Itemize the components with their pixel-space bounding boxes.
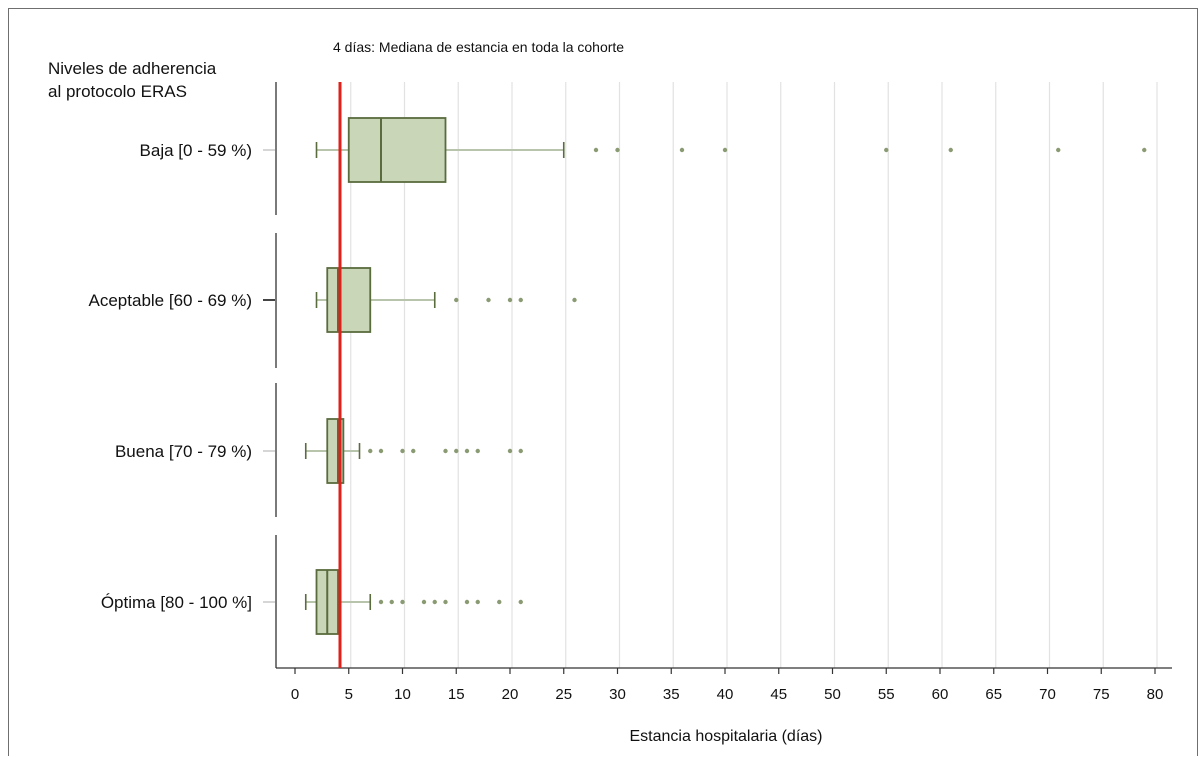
chart-frame — [8, 8, 1198, 756]
outlier-point — [1142, 147, 1147, 153]
outlier-point — [593, 147, 599, 153]
outlier-point — [400, 599, 405, 605]
x-tick-label: 75 — [1093, 686, 1110, 703]
x-tick-label: 45 — [770, 686, 787, 703]
x-tick-label: 20 — [502, 686, 519, 703]
outlier-point — [518, 448, 523, 454]
outlier-point — [486, 297, 491, 303]
x-tick-label: 25 — [555, 686, 572, 703]
outlier-point — [454, 448, 459, 454]
outlier-point — [464, 599, 470, 605]
outlier-point — [679, 147, 685, 153]
group-label: Aceptable [60 - 69 %) — [89, 291, 252, 310]
x-tick-label: 50 — [824, 686, 841, 703]
outlier-point — [884, 147, 889, 153]
axes — [263, 82, 1172, 674]
iqr-box — [326, 267, 372, 333]
outlier-point — [1056, 147, 1061, 153]
outlier-point — [411, 448, 416, 454]
labels: 4 días: Mediana de estancia en toda la c… — [48, 39, 1163, 745]
outlier-point — [378, 448, 384, 454]
x-tick-label: 30 — [609, 686, 626, 703]
outlier-point — [507, 448, 513, 454]
y-axis-title-line-2: al protocolo ERAS — [48, 82, 187, 101]
outlier-point — [507, 297, 513, 303]
outlier-point — [443, 599, 448, 605]
iqr-box — [347, 117, 447, 183]
x-tick-label: 80 — [1147, 686, 1164, 703]
x-tick-label: 40 — [717, 686, 734, 703]
outlier-point — [497, 599, 502, 605]
x-tick-label: 10 — [394, 686, 411, 703]
outlier-point — [722, 147, 728, 153]
outlier-point — [475, 599, 480, 605]
outlier-point — [421, 599, 427, 605]
boxes — [304, 117, 1147, 635]
outlier-point — [432, 599, 437, 605]
x-tick-label: 15 — [448, 686, 465, 703]
x-tick-label: 0 — [291, 686, 299, 703]
outlier-point — [389, 599, 394, 605]
outlier-point — [475, 448, 480, 454]
x-tick-label: 65 — [985, 686, 1002, 703]
grid-lines — [350, 82, 1158, 668]
outlier-point — [454, 297, 459, 303]
outlier-point — [378, 599, 384, 605]
x-tick-label: 55 — [878, 686, 895, 703]
outlier-point — [400, 448, 405, 454]
outlier-point — [948, 147, 953, 153]
x-tick-label: 60 — [932, 686, 949, 703]
outlier-point — [464, 448, 470, 454]
x-tick-label: 70 — [1039, 686, 1056, 703]
y-axis-title-line-1: Niveles de adherencia — [48, 59, 217, 78]
outlier-point — [572, 297, 577, 303]
chart-title: 4 días: Mediana de estancia en toda la c… — [333, 39, 624, 55]
outlier-point — [368, 448, 373, 454]
outlier-point — [518, 297, 523, 303]
outlier-point — [615, 147, 620, 153]
group-label: Baja [0 - 59 %) — [140, 141, 252, 160]
outlier-point — [443, 448, 448, 454]
outlier-point — [518, 599, 523, 605]
x-axis-title: Estancia hospitalaria (días) — [630, 728, 823, 745]
group-label: Óptima [80 - 100 %] — [101, 593, 252, 612]
x-tick-label: 5 — [345, 686, 353, 703]
group-label: Buena [70 - 79 %) — [115, 442, 252, 461]
x-tick-label: 35 — [663, 686, 680, 703]
